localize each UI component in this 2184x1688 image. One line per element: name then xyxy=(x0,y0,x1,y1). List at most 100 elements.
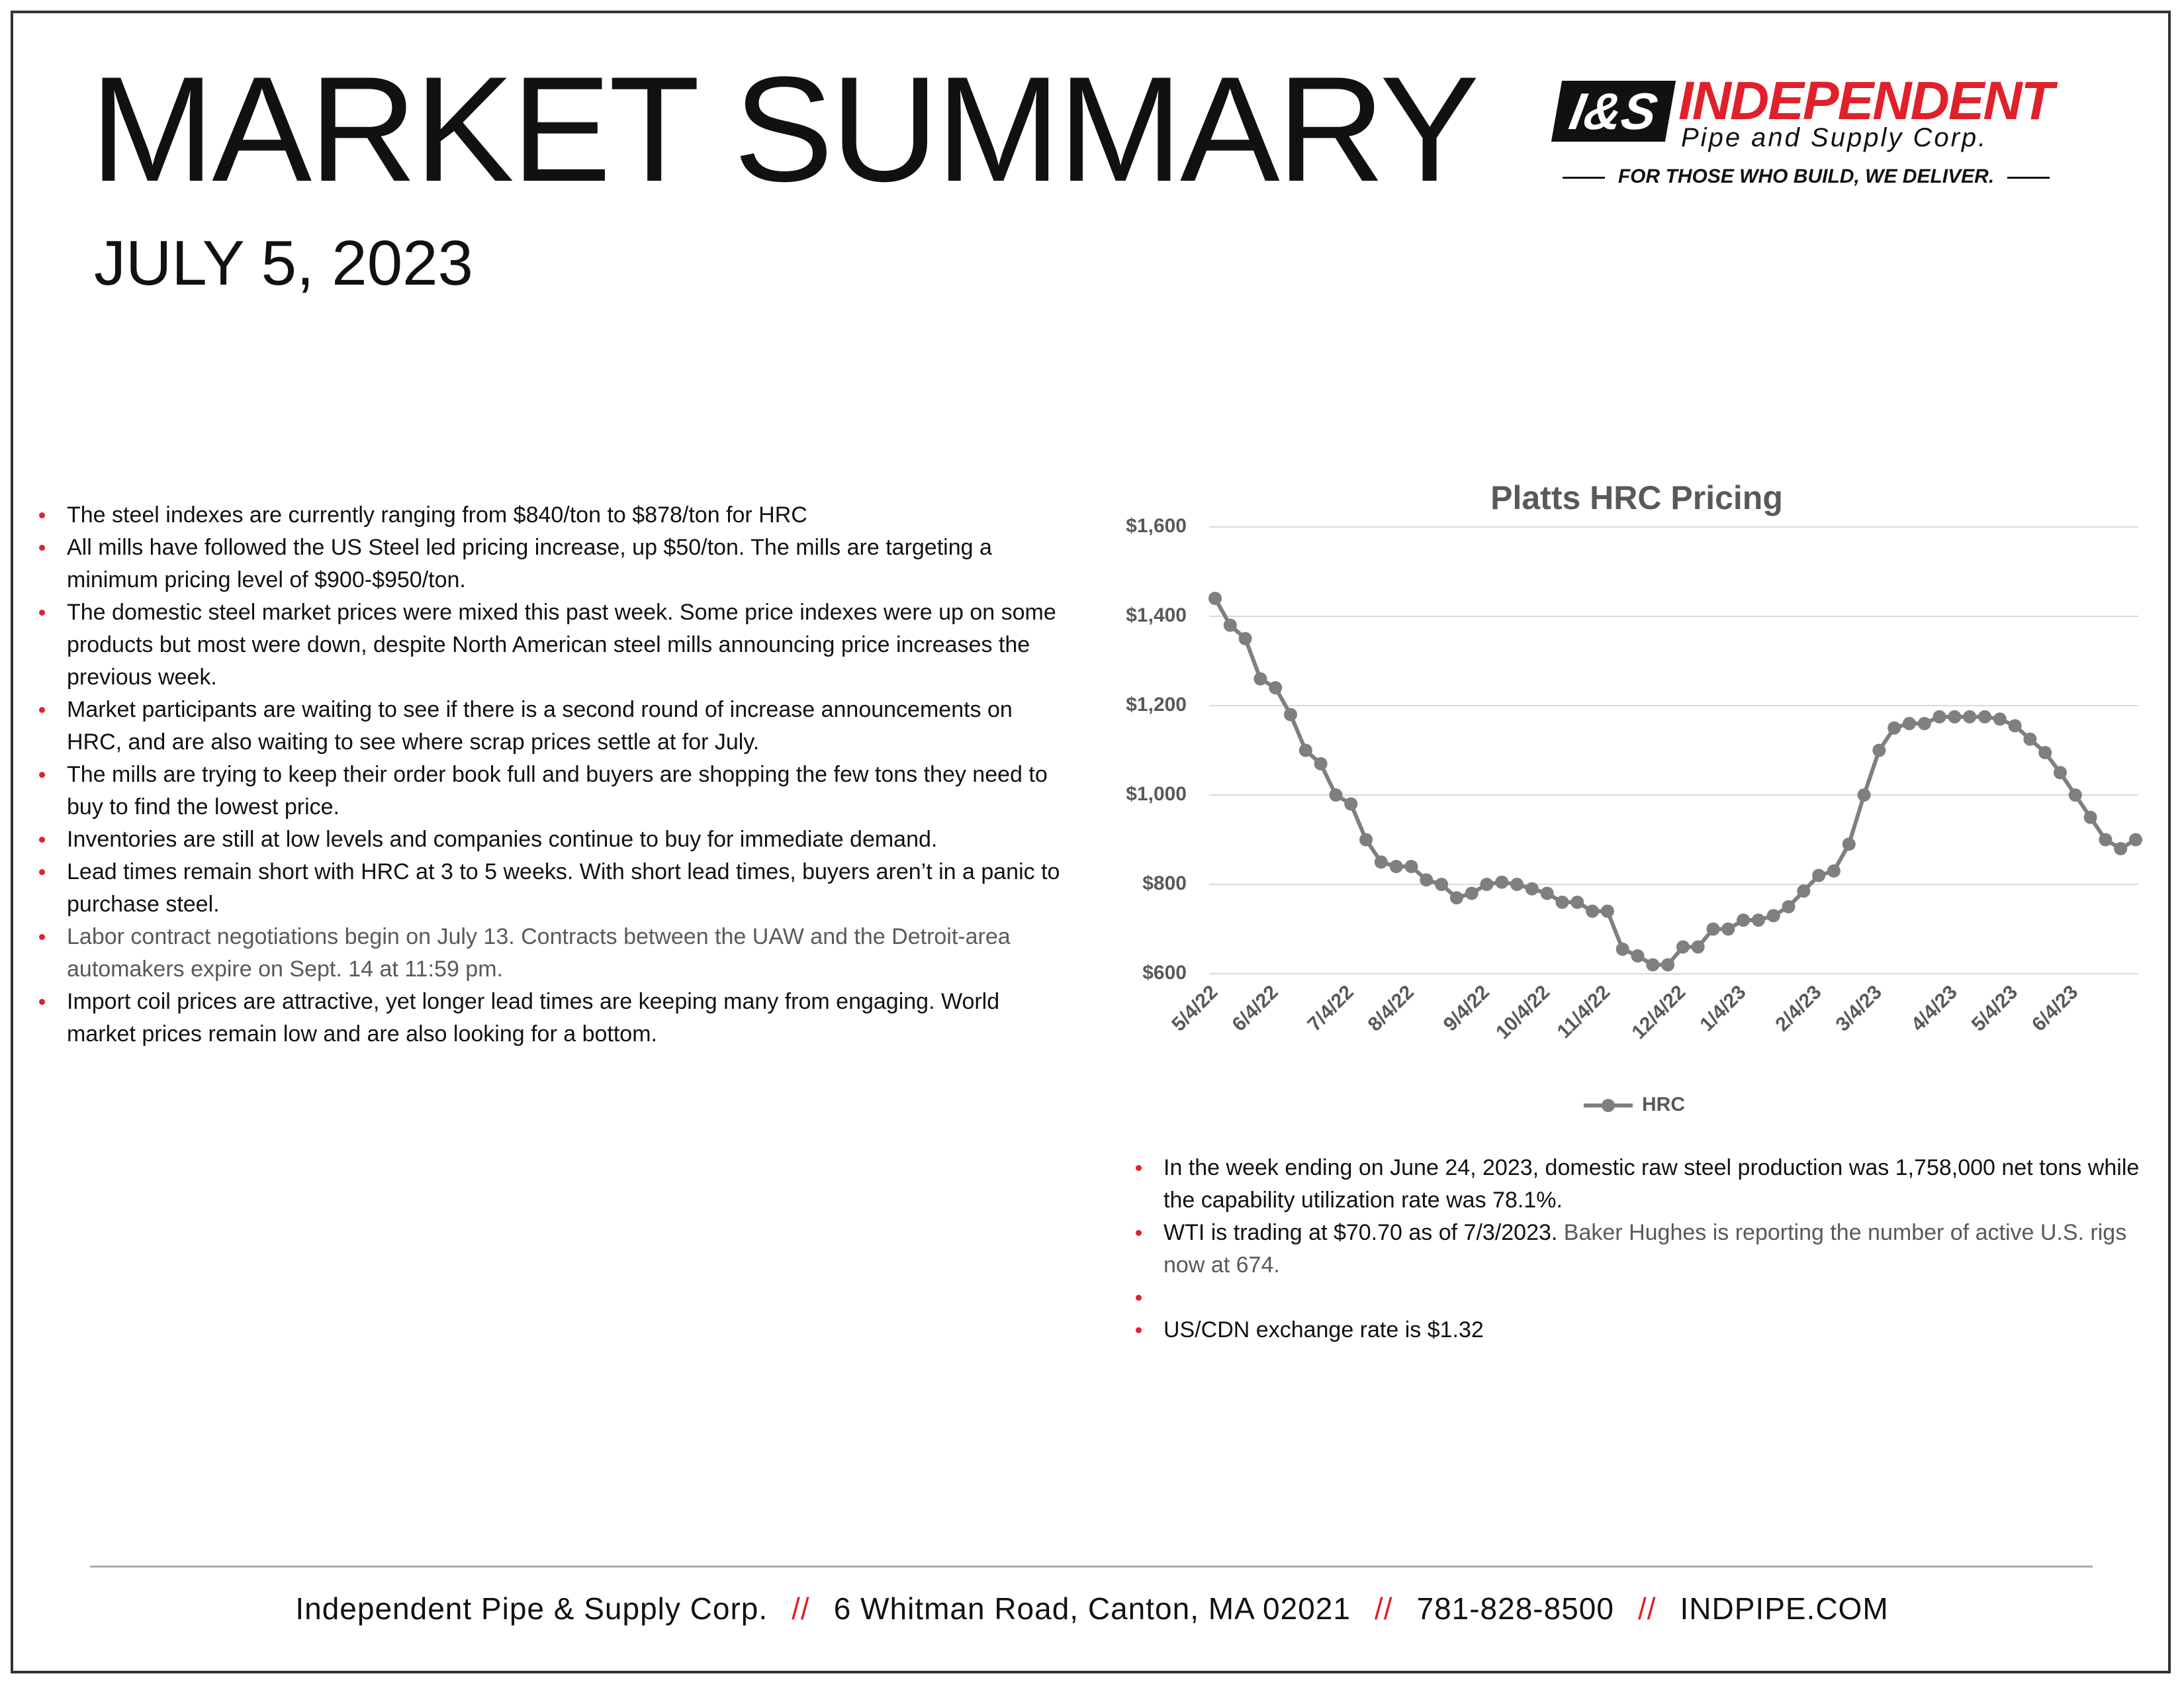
marker xyxy=(1540,886,1554,900)
marker xyxy=(1359,833,1373,847)
marker xyxy=(1238,632,1252,645)
marker xyxy=(1993,712,2007,726)
separator: // xyxy=(1637,1591,1657,1626)
left-bullets: The steel indexes are currently ranging … xyxy=(39,499,1071,1051)
marker xyxy=(1676,940,1690,954)
separator: // xyxy=(1374,1591,1393,1626)
marker xyxy=(1465,886,1479,900)
marker xyxy=(1223,618,1237,632)
marker xyxy=(1555,896,1569,909)
marker xyxy=(1298,743,1312,757)
y-tick-label: $600 xyxy=(1142,962,1187,984)
x-tick-label: 9/4/22 xyxy=(1439,981,1494,1035)
logo-subname: Pipe and Supply Corp. xyxy=(1681,123,1988,152)
footer-rule xyxy=(90,1566,2093,1568)
marker xyxy=(1208,592,1222,605)
marker xyxy=(2038,745,2052,759)
logo-tagline: FOR THOSE WHO BUILD, WE DELIVER. xyxy=(1546,167,2066,187)
marker xyxy=(1631,949,1645,962)
bullet: Inventories are still at low levels and … xyxy=(39,823,1071,856)
x-tick-label: 5/4/23 xyxy=(1968,981,2022,1035)
marker xyxy=(1721,922,1735,936)
bullet: All mills have followed the US Steel led… xyxy=(39,532,1071,596)
marker xyxy=(1706,922,1720,936)
chart-title: Platts HRC Pricing xyxy=(1490,479,1783,516)
marker xyxy=(1329,788,1343,802)
marker xyxy=(1389,860,1403,873)
y-tick-label: $1,200 xyxy=(1126,694,1187,716)
marker xyxy=(1570,896,1584,909)
legend-marker xyxy=(1602,1099,1615,1112)
marker xyxy=(2053,766,2067,780)
marker xyxy=(1269,681,1283,694)
bullet: US/CDN exchange rate is $1.32 xyxy=(1136,1314,2142,1346)
marker xyxy=(1586,904,1600,918)
separator: // xyxy=(792,1591,810,1626)
x-tick-label: 11/4/22 xyxy=(1553,981,1614,1043)
marker xyxy=(1766,909,1780,923)
x-tick-label: 12/4/22 xyxy=(1627,981,1690,1043)
x-tick-label: 2/4/23 xyxy=(1771,981,1825,1035)
bullet: In the week ending on June 24, 2023, dom… xyxy=(1136,1152,2142,1217)
marker xyxy=(1661,958,1675,972)
marker xyxy=(1782,900,1796,914)
right-bullets: In the week ending on June 24, 2023, dom… xyxy=(1136,1152,2142,1346)
footer: Independent Pipe & Supply Corp. // 6 Whitm… xyxy=(0,1589,2184,1628)
marker xyxy=(1917,717,1931,730)
y-tick-label: $1,400 xyxy=(1126,604,1187,626)
footer-web: INDPIPE.COM xyxy=(1680,1591,1889,1626)
legend-label: HRC xyxy=(1642,1094,1685,1115)
y-tick-label: $1,000 xyxy=(1126,783,1187,805)
marker xyxy=(1480,878,1494,891)
marker xyxy=(1948,710,1962,724)
bullet-text: Baker Hughes is reporting the number of … xyxy=(1163,1220,2127,1278)
marker xyxy=(1253,672,1267,686)
marker xyxy=(1646,958,1660,972)
bullet: Import coil prices are attractive, yet l… xyxy=(39,986,1071,1051)
marker xyxy=(1691,940,1705,954)
x-tick-label: 3/4/23 xyxy=(1832,981,1886,1035)
marker xyxy=(1525,882,1539,896)
bullet: The domestic steel market prices were mi… xyxy=(39,596,1071,694)
marker xyxy=(1435,878,1449,891)
logo-name: INDEPENDENT xyxy=(1678,71,2054,131)
x-tick-label: 5/4/22 xyxy=(1167,981,1222,1035)
bullet: The steel indexes are currently ranging … xyxy=(39,499,1071,532)
x-tick-label: 10/4/22 xyxy=(1492,981,1554,1043)
marker xyxy=(1449,891,1463,905)
title: MARKET SUMMARY xyxy=(90,45,1480,212)
marker xyxy=(1842,837,1856,851)
marker xyxy=(1857,788,1871,802)
x-tick-label: 1/4/23 xyxy=(1696,981,1750,1035)
marker xyxy=(2129,833,2142,847)
y-tick-label: $800 xyxy=(1142,872,1187,894)
y-tick-label: $1,600 xyxy=(1126,515,1187,537)
bullet: Lead times remain short with HRC at 3 to… xyxy=(39,856,1071,921)
footer-company: Independent Pipe & Supply Corp. xyxy=(295,1591,768,1626)
date: JULY 5, 2023 xyxy=(94,228,473,299)
marker xyxy=(1284,708,1298,722)
marker xyxy=(1404,860,1418,873)
marker xyxy=(2114,842,2128,855)
marker xyxy=(2023,732,2037,746)
marker xyxy=(1872,743,1886,757)
marker xyxy=(2008,719,2022,733)
marker xyxy=(1933,710,1946,724)
bullet xyxy=(1136,1282,2142,1314)
x-tick-label: 8/4/22 xyxy=(1364,981,1418,1035)
line xyxy=(1213,597,2137,967)
bullet-text: WTI is trading at $70.70 as of 7/3/2023. xyxy=(1163,1220,1558,1245)
bullet: Labor contract negotiations begin on Jul… xyxy=(39,921,1071,986)
marker xyxy=(1888,721,1901,735)
page-frame xyxy=(11,11,2171,1673)
marker xyxy=(1797,884,1811,898)
marker xyxy=(2083,810,2097,824)
marker xyxy=(1812,868,1826,882)
marker xyxy=(1495,875,1509,889)
x-tick-label: 4/4/23 xyxy=(1907,981,1962,1035)
marker xyxy=(1827,864,1841,878)
x-tick-label: 6/4/22 xyxy=(1228,981,1282,1035)
bullet: Market participants are waiting to see i… xyxy=(39,694,1071,759)
